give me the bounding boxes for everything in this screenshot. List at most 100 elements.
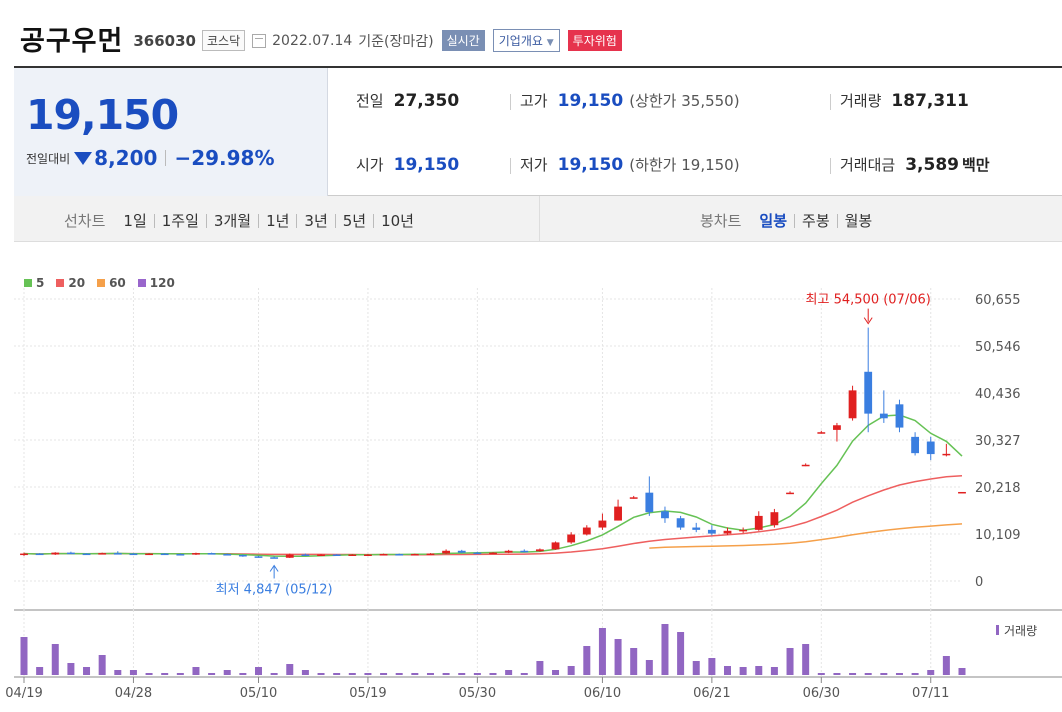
legend-label: 120 — [149, 276, 175, 290]
low-label: 저가 — [520, 156, 548, 174]
candle-body — [911, 436, 920, 454]
y-tick-label: 40,436 — [975, 387, 1021, 402]
chart-tab-bar: 선차트 1일 1주일 3개월 1년 3년 5년 10년 봉차트 일봉 주봉 월봉 — [14, 196, 1062, 242]
tab-daily[interactable]: 일봉 — [759, 212, 788, 230]
candle-body — [692, 527, 701, 530]
y-tick-label: 10,109 — [975, 528, 1021, 543]
candle-body — [160, 553, 169, 556]
volume-bar — [786, 648, 794, 675]
volume-bar — [364, 673, 372, 675]
prev-close: 전일 27,350 — [356, 90, 459, 111]
volume-bar — [395, 673, 403, 675]
volume-bar — [927, 670, 935, 675]
candle-body — [520, 550, 529, 553]
volume-bar — [458, 673, 466, 675]
divider — [510, 158, 511, 174]
divider — [836, 213, 838, 228]
tab-1y[interactable]: 1년 — [266, 212, 290, 230]
volume-bar — [129, 670, 137, 675]
candle-body — [317, 554, 325, 556]
change-percent: −29.98% — [174, 146, 275, 170]
volume-bar — [223, 670, 231, 675]
volume-bar — [677, 632, 685, 675]
volume-bar — [380, 673, 388, 675]
current-price-panel: 19,150 전일대비 8,200 −29.98% — [14, 68, 328, 196]
volume-bar — [692, 661, 700, 675]
volume-bar — [739, 667, 747, 675]
line-chart-tabs: 선차트 1일 1주일 3개월 1년 3년 5년 10년 — [64, 210, 414, 231]
price-summary: 19,150 전일대비 8,200 −29.98% 전일 27,350 시가 1… — [14, 66, 1062, 196]
volume-bar — [489, 673, 497, 675]
candle-body — [801, 464, 810, 467]
stock-code: 366030 — [133, 31, 196, 50]
candle-body — [739, 529, 748, 532]
tab-monthly[interactable]: 월봉 — [844, 212, 873, 230]
divider — [153, 213, 155, 228]
tab-weekly[interactable]: 주봉 — [802, 212, 830, 230]
candle-body — [567, 534, 576, 543]
volume-bar — [176, 673, 184, 675]
legend-item: 120 — [137, 276, 175, 290]
realtime-button[interactable]: 실시간 — [441, 29, 485, 51]
volume-bar — [880, 673, 888, 675]
investment-risk-badge[interactable]: 투자위험 — [567, 29, 622, 51]
volume-bar — [567, 666, 575, 675]
candle-body — [926, 441, 935, 455]
candle-body — [35, 553, 44, 556]
tab-3y[interactable]: 3년 — [304, 212, 328, 230]
tab-10y[interactable]: 10년 — [381, 212, 414, 230]
divider — [830, 94, 831, 110]
ma20-line — [23, 475, 963, 556]
candle-body — [223, 554, 232, 556]
candle-body — [457, 550, 466, 553]
high-value: 19,150 — [557, 91, 624, 111]
candle-body — [958, 491, 966, 494]
candle-body — [598, 520, 607, 528]
divider — [539, 196, 540, 242]
volume-bar — [833, 673, 841, 675]
tab-1d[interactable]: 1일 — [123, 212, 147, 230]
candle-body — [786, 492, 794, 495]
y-tick-label: 30,327 — [975, 434, 1021, 449]
volume-bar — [755, 666, 763, 675]
candle-body — [473, 552, 482, 555]
y-axis: 60,655 50,546 40,436 30,327 20,218 10,109 0 — [975, 293, 1021, 590]
volume-bar — [83, 667, 91, 675]
low-value: 19,150 — [557, 155, 624, 175]
candle-body — [113, 553, 122, 555]
volume-bar — [255, 667, 262, 675]
candle-body — [238, 554, 247, 557]
volume-bar — [770, 667, 778, 675]
candle-body — [770, 512, 779, 526]
dropdown-arrow-icon: ▼ — [546, 37, 554, 48]
candle-body — [395, 554, 404, 556]
candle-body — [833, 425, 841, 430]
market-badge: 코스닥 — [202, 29, 246, 51]
legend-swatch — [56, 279, 65, 287]
company-info-button[interactable]: 기업개요 ▼ — [492, 28, 560, 52]
candle-body — [285, 554, 294, 558]
change-value: 8,200 — [94, 146, 158, 170]
x-tick-label: 06/21 — [693, 686, 730, 701]
tab-1w[interactable]: 1주일 — [161, 212, 199, 230]
candle-body — [410, 554, 419, 556]
tab-3m[interactable]: 3개월 — [213, 212, 252, 230]
ma60-line — [649, 523, 963, 549]
low-arrow-head — [269, 564, 279, 572]
x-tick-label: 06/10 — [584, 686, 621, 701]
candle-body — [864, 371, 873, 414]
x-tick-label: 04/19 — [5, 686, 42, 701]
lower-limit: (하한가 19,150) — [629, 156, 740, 174]
volume-bar — [348, 673, 356, 675]
legend-swatch — [97, 279, 106, 287]
annotations: 최고 54,500 (07/06) 최저 4,847 (05/12) — [216, 293, 931, 598]
volume-bar — [895, 673, 903, 675]
y-tick-label: 60,655 — [975, 293, 1021, 308]
candle-body — [129, 553, 138, 556]
volume-bar — [20, 637, 28, 675]
volume-bar — [473, 673, 481, 675]
volume-bar — [426, 673, 434, 675]
volume-bar — [583, 646, 591, 675]
tab-5y[interactable]: 5년 — [342, 212, 367, 230]
